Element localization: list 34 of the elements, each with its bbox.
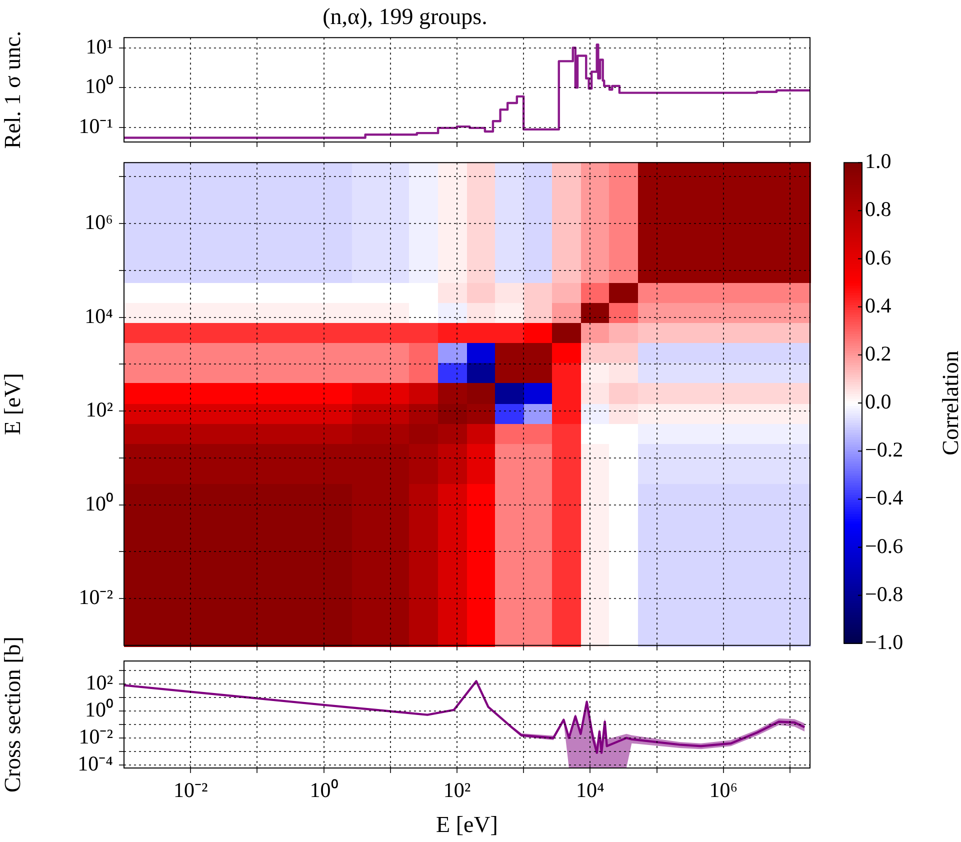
- x-tick-label: 10⁻²: [173, 778, 208, 802]
- x-tick-label: 10⁶: [709, 778, 738, 802]
- color-bar-label: −0.8: [865, 582, 904, 606]
- x-axis-title: E [eV]: [436, 812, 498, 838]
- x-tick-label: 10⁰: [310, 778, 338, 802]
- color-bar-label: 0.8: [865, 197, 892, 222]
- color-bar-label: −0.4: [865, 486, 904, 510]
- color-bar-title: Correlation: [938, 350, 961, 456]
- y-tick-label: 10⁰: [85, 697, 113, 722]
- y-tick-label: 10²: [86, 670, 113, 694]
- y-tick-label: 10⁻²: [78, 724, 113, 748]
- y-axis-title: Cross section [b]: [0, 636, 25, 792]
- y-tick-label: 10⁴: [84, 304, 113, 328]
- color-bar-label: 0.4: [865, 293, 892, 318]
- color-bar-label: −0.2: [865, 438, 904, 462]
- y-tick-label: 10⁻⁴: [78, 752, 113, 776]
- color-bar-label: 0.6: [865, 245, 892, 270]
- color-bar-label: −0.6: [865, 534, 904, 558]
- y-axis-title: Rel. 1 σ unc.: [0, 30, 25, 149]
- y-tick-label: 10¹: [86, 34, 113, 58]
- y-tick-label: 10⁰: [85, 491, 113, 516]
- x-tick-label: 10⁴: [576, 778, 604, 802]
- chart-title: (n,α), 199 groups.: [322, 4, 488, 29]
- color-bar-label: 1.0: [865, 149, 892, 174]
- y-tick-label: 10⁻¹: [78, 114, 113, 138]
- color-bar-label: −1.0: [865, 630, 904, 654]
- y-tick-label: 10⁰: [85, 74, 113, 98]
- color-bar-label: 0.0: [865, 390, 892, 414]
- y-tick-label: 10⁶: [84, 210, 113, 234]
- y-tick-label: 10⁻²: [78, 585, 113, 610]
- y-tick-label: 10²: [86, 398, 113, 422]
- color-bar-label: 0.2: [865, 341, 892, 366]
- y-axis-title: E [eV]: [0, 373, 25, 435]
- x-tick-label: 10²: [443, 778, 471, 802]
